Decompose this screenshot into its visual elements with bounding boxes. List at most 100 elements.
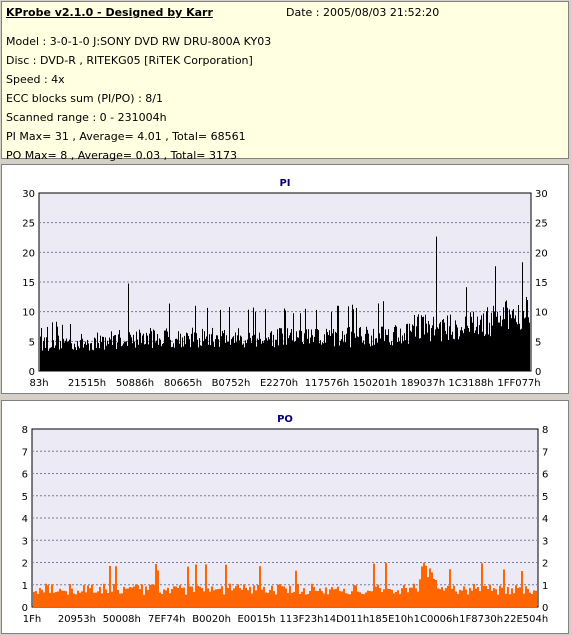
data-bar (413, 325, 414, 371)
data-bar (338, 305, 339, 371)
data-bar (189, 586, 191, 607)
data-bar (176, 338, 177, 371)
data-bar (83, 585, 85, 607)
data-bar (71, 343, 72, 371)
data-bar (263, 342, 264, 371)
data-bar (105, 337, 106, 371)
x-tick-label: 1F8730h (459, 614, 503, 625)
data-bar (436, 236, 437, 371)
data-bar (479, 325, 480, 371)
data-bar (368, 333, 369, 371)
data-bar (131, 587, 133, 607)
x-tick-label: 1Fh (23, 614, 41, 625)
data-bar (149, 333, 150, 371)
data-bar (386, 334, 387, 371)
data-bar (403, 341, 404, 371)
data-bar (308, 329, 309, 371)
data-bar (287, 592, 289, 607)
data-bar (187, 566, 189, 607)
data-bar (351, 591, 353, 607)
data-bar (494, 311, 495, 371)
data-bar (270, 332, 271, 371)
data-bar (89, 350, 90, 371)
data-bar (393, 332, 394, 371)
data-bar (218, 339, 219, 371)
x-tick-label: 117576h (305, 378, 350, 389)
data-bar (280, 328, 281, 371)
data-bar (405, 340, 406, 371)
data-bar (120, 337, 121, 371)
data-bar (248, 309, 249, 371)
data-bar (233, 336, 234, 371)
data-bar (161, 346, 162, 371)
data-bar (428, 320, 429, 371)
data-bar (285, 588, 287, 607)
data-bar (198, 347, 199, 371)
data-bar (417, 316, 418, 371)
data-bar (441, 341, 442, 371)
data-bar (77, 341, 78, 371)
data-bar (41, 327, 42, 371)
data-bar (247, 590, 249, 607)
data-bar (149, 585, 151, 607)
data-bar (161, 594, 163, 607)
chart-title: PO (277, 414, 293, 425)
data-bar (284, 308, 285, 371)
data-bar (341, 339, 342, 371)
y-tick-label-right: 20 (535, 248, 548, 259)
data-bar (110, 339, 111, 371)
data-bar (339, 345, 340, 371)
data-bar (113, 583, 115, 607)
data-bar (73, 349, 74, 371)
data-bar (101, 341, 102, 371)
data-bar (195, 305, 196, 371)
data-bar (297, 337, 298, 371)
data-bar (227, 341, 228, 371)
data-bar (402, 335, 403, 371)
data-bar (255, 590, 257, 607)
data-bar (61, 590, 63, 607)
data-bar (257, 584, 259, 607)
data-bar (311, 329, 312, 371)
data-bar (515, 315, 516, 371)
data-bar (369, 343, 370, 371)
data-bar (216, 335, 217, 371)
data-bar (265, 309, 266, 371)
data-bar (41, 589, 43, 607)
data-bar (219, 588, 221, 607)
data-bar (279, 584, 281, 607)
data-bar (444, 322, 445, 371)
data-bar (117, 342, 118, 371)
data-bar (250, 337, 251, 371)
data-bar (286, 344, 287, 371)
data-bar (169, 593, 171, 607)
data-bar (422, 317, 423, 371)
data-bar (61, 348, 62, 371)
data-bar (177, 339, 178, 371)
data-bar (459, 336, 460, 371)
data-bar (421, 315, 422, 371)
data-bar (54, 347, 55, 371)
data-bar (461, 590, 463, 607)
data-bar (355, 585, 357, 607)
data-bar (153, 584, 155, 607)
data-bar (268, 337, 269, 371)
data-bar (488, 334, 489, 371)
data-bar (135, 584, 137, 607)
data-bar (79, 348, 80, 371)
data-bar (481, 315, 482, 371)
data-bar (313, 341, 314, 371)
data-bar (106, 345, 107, 371)
data-bar (299, 593, 301, 607)
data-bar (389, 342, 390, 371)
data-bar (185, 594, 187, 607)
data-bar (189, 339, 190, 371)
data-bar (380, 338, 381, 371)
data-bar (260, 338, 261, 371)
data-bar (139, 329, 140, 371)
data-bar (367, 329, 368, 371)
y-tick-label-left: 0 (22, 603, 28, 614)
data-bar (415, 336, 416, 371)
data-bar (155, 342, 156, 371)
data-bar (63, 590, 65, 607)
